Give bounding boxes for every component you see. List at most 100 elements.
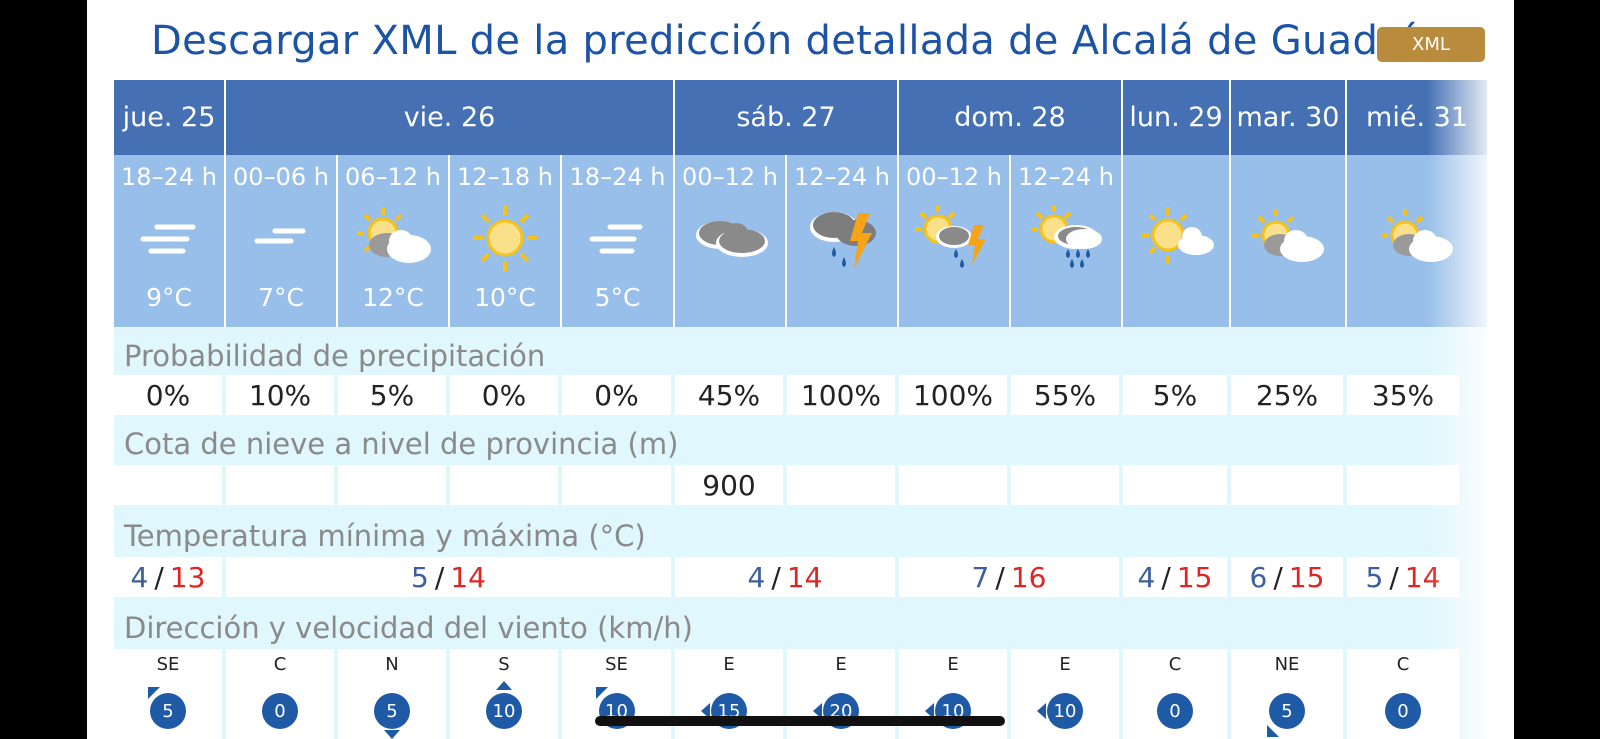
temp-max: 15 bbox=[1288, 560, 1325, 594]
forecast-table: jue. 25 vie. 26 sáb. 27 dom. 28 lun. 29 … bbox=[114, 80, 1487, 739]
wind-arrow-icon bbox=[1037, 703, 1046, 719]
day-header: mar. 30 bbox=[1231, 80, 1347, 155]
period-cell bbox=[1123, 155, 1231, 327]
snow-section: Cota de nieve a nivel de provincia (m) 9… bbox=[114, 415, 1487, 507]
period-cell: 12–24 h bbox=[1011, 155, 1123, 327]
wind-arrow-icon bbox=[925, 703, 934, 719]
wind-direction: E bbox=[723, 654, 735, 675]
wind-label: Dirección y velocidad del viento (km/h) bbox=[124, 611, 693, 645]
day-header: sáb. 27 bbox=[675, 80, 899, 155]
wind-direction: C bbox=[273, 654, 287, 675]
wind-direction: E bbox=[835, 654, 847, 675]
day-header: mié. 31 bbox=[1347, 80, 1487, 155]
period-temp: 9°C bbox=[146, 283, 192, 312]
wind-speed: 0 bbox=[262, 693, 298, 729]
sun-icon bbox=[473, 205, 537, 271]
wind-direction: C bbox=[1396, 654, 1410, 675]
wind-speed: 10 bbox=[486, 693, 522, 729]
period-cell: 00–12 h bbox=[899, 155, 1011, 327]
snow-value bbox=[1123, 465, 1227, 505]
wind-direction: C bbox=[1168, 654, 1182, 675]
sun-storm-rain-icon bbox=[915, 205, 986, 268]
wind-cell: C 0 bbox=[1123, 649, 1227, 739]
period-time: 12–24 h bbox=[1018, 163, 1114, 191]
temp-min: 5 bbox=[1365, 560, 1384, 594]
snow-value bbox=[114, 465, 222, 505]
wind-direction: E bbox=[1059, 654, 1071, 675]
wind-cell: N 5 bbox=[338, 649, 446, 739]
precipitation-value: 0% bbox=[450, 375, 558, 415]
xml-download-button[interactable]: XML bbox=[1377, 27, 1485, 62]
wind-direction: NE bbox=[1274, 654, 1300, 675]
period-time: 00–12 h bbox=[682, 163, 778, 191]
precipitation-value: 0% bbox=[562, 375, 671, 415]
snow-value bbox=[1011, 465, 1119, 505]
wind-speed: 5 bbox=[150, 693, 186, 729]
day-header: jue. 25 bbox=[114, 80, 226, 155]
precipitation-section: Probabilidad de precipitación 0% 10% 5% … bbox=[114, 327, 1487, 415]
period-cell bbox=[1231, 155, 1347, 327]
sun-cloud-icon bbox=[1142, 207, 1214, 263]
temperature-range: 4/14 bbox=[675, 557, 895, 597]
wind-arrow-icon bbox=[148, 687, 160, 699]
wind-cell: C 0 bbox=[226, 649, 334, 739]
sun-rain-icon bbox=[1031, 205, 1102, 268]
temperature-range: 5/14 bbox=[1347, 557, 1459, 597]
wind-direction: S bbox=[498, 654, 510, 675]
precipitation-value: 35% bbox=[1347, 375, 1459, 415]
temperature-range: 4/13 bbox=[114, 557, 222, 597]
wind-cell: C 0 bbox=[1347, 649, 1459, 739]
period-temp: 10°C bbox=[474, 283, 536, 312]
snow-value bbox=[1231, 465, 1343, 505]
period-time: 06–12 h bbox=[345, 163, 441, 191]
home-indicator[interactable] bbox=[595, 716, 1005, 726]
temp-min: 4 bbox=[1137, 560, 1156, 594]
period-cell bbox=[1347, 155, 1487, 327]
temp-max: 14 bbox=[786, 560, 823, 594]
wind-direction: N bbox=[385, 654, 399, 675]
period-temp: 7°C bbox=[258, 283, 304, 312]
precipitation-value: 25% bbox=[1231, 375, 1343, 415]
precipitation-value: 5% bbox=[338, 375, 446, 415]
precipitation-value: 55% bbox=[1011, 375, 1119, 415]
temperature-range: 5/14 bbox=[226, 557, 671, 597]
period-cell: 18–24 h 9°C bbox=[114, 155, 226, 327]
wind-cell: E 10 bbox=[1011, 649, 1119, 739]
period-cell: 06–12 h 12°C bbox=[338, 155, 450, 327]
temp-max: 14 bbox=[450, 560, 486, 594]
temperature-label: Temperatura mínima y máxima (°C) bbox=[124, 519, 646, 553]
wind-speed: 5 bbox=[374, 693, 410, 729]
wind-direction: SE bbox=[605, 654, 628, 675]
sun-cloudy-icon bbox=[1252, 209, 1324, 262]
period-time: 18–24 h bbox=[121, 163, 217, 191]
period-cell: 18–24 h 5°C bbox=[562, 155, 675, 327]
snow-value bbox=[787, 465, 895, 505]
precipitation-value: 0% bbox=[114, 375, 222, 415]
page-title[interactable]: Descargar XML de la predicción detallada… bbox=[151, 18, 1456, 64]
snow-value bbox=[562, 465, 671, 505]
precipitation-label: Probabilidad de precipitación bbox=[124, 339, 546, 373]
sun-cloudy-icon bbox=[357, 207, 431, 263]
temp-min: 4 bbox=[747, 560, 766, 594]
period-time: 00–12 h bbox=[906, 163, 1002, 191]
temperature-section: Temperatura mínima y máxima (°C) 4/13 5/… bbox=[114, 507, 1487, 599]
storm-rain-icon bbox=[810, 212, 876, 269]
precipitation-value: 10% bbox=[226, 375, 334, 415]
period-time: 00–06 h bbox=[233, 163, 329, 191]
wind-arrow-icon bbox=[701, 703, 710, 719]
snow-value bbox=[899, 465, 1007, 505]
page: Descargar XML de la predicción detallada… bbox=[87, 0, 1514, 739]
precipitation-value: 100% bbox=[787, 375, 895, 415]
cloudy-icon bbox=[696, 221, 768, 257]
wind-cell: NE 5 bbox=[1231, 649, 1343, 739]
precipitation-value: 45% bbox=[675, 375, 783, 415]
day-header: dom. 28 bbox=[899, 80, 1123, 155]
precipitation-value: 100% bbox=[899, 375, 1007, 415]
fog-icon bbox=[140, 224, 196, 254]
wind-speed: 0 bbox=[1157, 693, 1193, 729]
period-time: 12–24 h bbox=[794, 163, 890, 191]
fog-icon bbox=[589, 224, 642, 254]
wind-arrow-icon bbox=[496, 681, 512, 690]
period-time: 18–24 h bbox=[569, 163, 666, 191]
fog-icon bbox=[254, 228, 306, 244]
